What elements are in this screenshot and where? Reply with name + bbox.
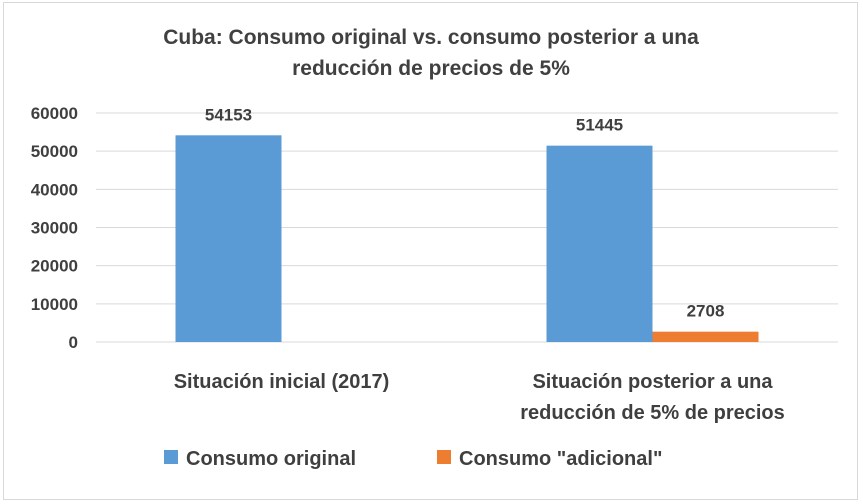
y-tick-label: 10000 [31, 295, 78, 314]
chart-title-line-1: Cuba: Consumo original vs. consumo poste… [163, 26, 699, 49]
legend-label: Consumo original [186, 448, 356, 470]
data-label: 54153 [205, 105, 252, 124]
category-label: Situación posterior a una [532, 371, 773, 393]
legend: Consumo original Consumo "adicional" [164, 448, 662, 470]
y-tick-label: 40000 [31, 180, 78, 199]
chart-frame [3, 2, 858, 500]
legend-swatch [164, 450, 178, 464]
data-label: 51445 [576, 116, 623, 135]
bars [175, 135, 759, 342]
legend-swatch [437, 450, 451, 464]
y-tick-label: 50000 [31, 142, 78, 161]
bar-consumo-adicional [652, 331, 759, 342]
y-tick-label: 30000 [31, 219, 78, 238]
y-tick-label: 60000 [31, 104, 78, 123]
bar-consumo-original [546, 145, 653, 342]
data-labels: 54153 51445 2708 [205, 105, 725, 320]
x-axis-categories: Situación inicial (2017) Situación poster… [174, 371, 785, 424]
category-label: reducción de 5% de precios [520, 402, 785, 424]
category-label: Situación inicial (2017) [174, 371, 390, 393]
y-tick-label: 0 [69, 333, 78, 352]
legend-label: Consumo "adicional" [459, 448, 662, 470]
chart-title: Cuba: Consumo original vs. consumo poste… [163, 26, 699, 80]
bar-consumo-original [175, 135, 282, 342]
data-label: 2708 [687, 302, 725, 321]
y-axis-ticks: 0 10000 20000 30000 40000 50000 60000 [31, 104, 78, 352]
chart-title-line-2: reducción de precios de 5% [292, 57, 570, 80]
y-tick-label: 20000 [31, 257, 78, 276]
